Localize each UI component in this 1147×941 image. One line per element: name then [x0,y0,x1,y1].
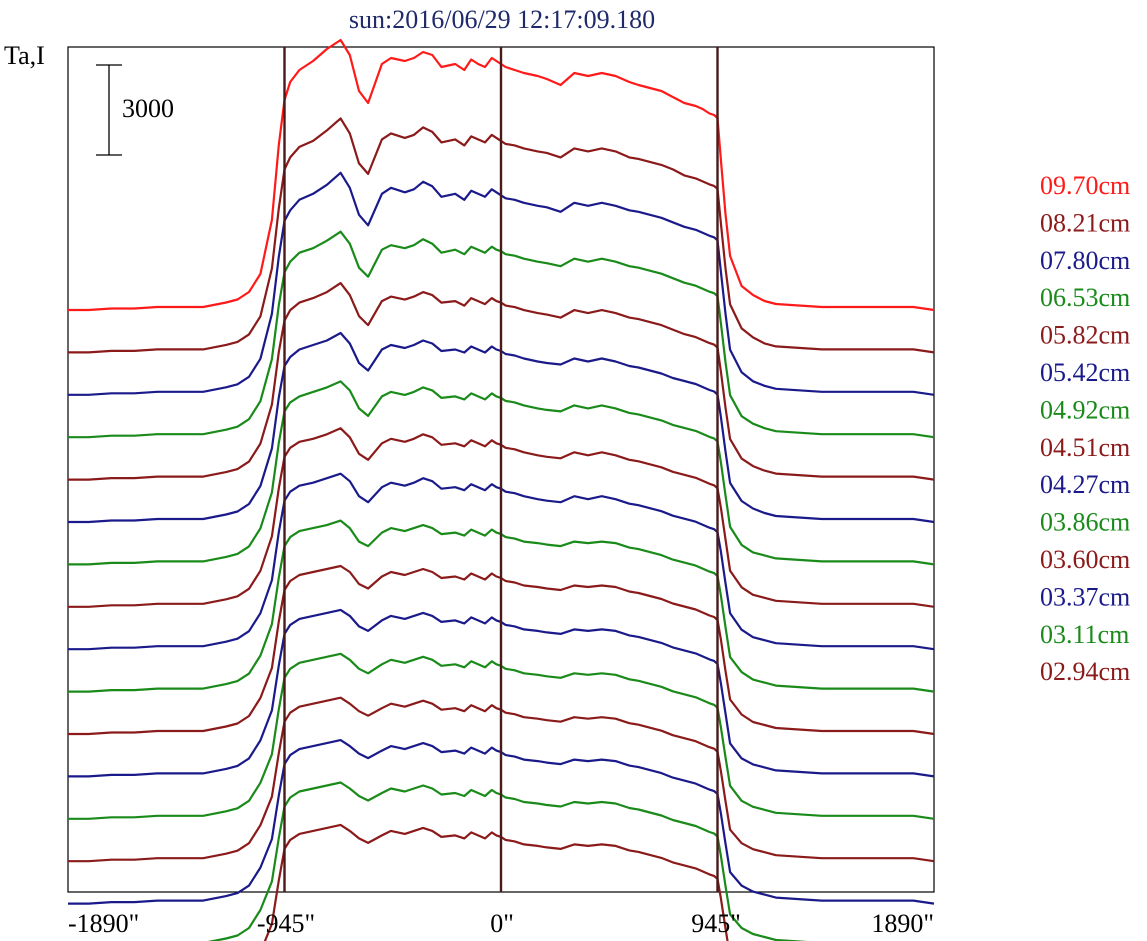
series-line [68,380,935,566]
scale-bar-label: 3000 [122,94,174,123]
series-line [68,652,935,820]
legend-entry: 09.70cm [1040,171,1130,200]
series-line [68,230,935,439]
series-line [207,781,808,941]
series-line [68,282,935,481]
legend-entry: 03.37cm [1040,582,1130,611]
series-line [68,564,935,736]
legend-entry: 05.82cm [1040,321,1130,350]
x-tick-label: 945" [691,909,741,938]
series-line [68,696,935,863]
x-tick-label: 1890" [871,909,934,938]
legend-entry: 08.21cm [1040,208,1130,237]
legend-entry: 03.11cm [1040,620,1129,649]
y-axis-label: Ta,I [4,41,45,70]
scale-bar: 3000 [96,64,174,156]
x-tick-label: -945" [257,909,315,938]
series-line [68,38,935,312]
series-layer [68,38,935,941]
x-tick-label: -1890" [68,909,139,938]
legend-entry: 06.53cm [1040,283,1130,312]
series-line [68,472,935,651]
legend-entry: 02.94cm [1040,657,1130,686]
series-line [263,823,729,941]
legend-entry: 04.51cm [1040,433,1130,462]
series-line [68,117,935,354]
x-tick-label: 0" [490,909,514,938]
series-line [68,331,935,524]
series-line [68,427,935,608]
legend-entry: 03.60cm [1040,545,1130,574]
x-axis-ticks: -1890" -945" 0" 945" 1890" [68,909,934,938]
series-line [68,608,935,778]
series-line [68,519,935,693]
series-line [68,171,935,396]
legend-entry: 07.80cm [1040,246,1130,275]
series-line [68,738,935,905]
legend-entry: 04.27cm [1040,470,1130,499]
legend: 09.70cm 08.21cm 07.80cm 06.53cm 05.82cm 05.42… [1040,171,1130,686]
vertical-markers [283,47,719,892]
legend-entry: 03.86cm [1040,508,1130,537]
legend-entry: 04.92cm [1040,395,1130,424]
chart-title: sun:2016/06/29 12:17:09.180 [349,5,655,34]
legend-entry: 05.42cm [1040,358,1130,387]
